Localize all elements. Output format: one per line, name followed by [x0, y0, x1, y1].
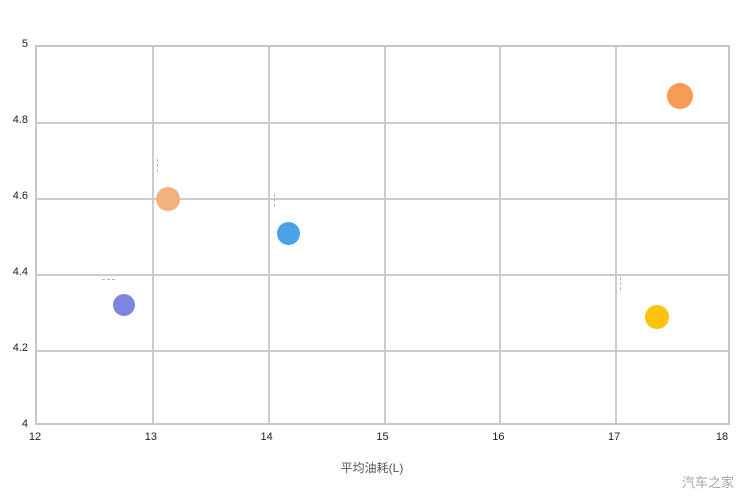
watermark-autohome: 汽车之家: [681, 475, 734, 490]
x-axis-tick-label: 14: [260, 431, 273, 443]
y-axis-tick-label: 4.2: [12, 342, 28, 354]
grid-line-vertical: [383, 47, 386, 423]
x-axis-tick-label: 16: [492, 431, 505, 443]
x-axis-tick-label: 15: [376, 431, 389, 443]
x-axis-tick-label: 13: [144, 431, 157, 443]
x-axis-tick-label: 12: [28, 431, 42, 443]
x-axis-title: 平均油耗(L): [340, 461, 404, 475]
x-axis-tick-label: 18: [715, 431, 729, 443]
scatter-point[interactable]: [155, 187, 180, 211]
scatter-point[interactable]: [276, 221, 300, 245]
grid-line-vertical: [499, 47, 502, 423]
y-axis-tick-label: 5: [21, 38, 28, 50]
y-axis-tick-label: 4: [21, 418, 28, 430]
scatter-point[interactable]: [666, 83, 693, 110]
y-axis-tick-label: 4.4: [12, 266, 28, 278]
point-label-mark: [274, 193, 276, 207]
y-axis-tick-label: 4.8: [12, 114, 28, 126]
grid-line-vertical: [615, 47, 618, 423]
x-axis-tick-label: 17: [608, 431, 621, 443]
grid-line-vertical: [267, 47, 270, 423]
grid-line-horizontal: [37, 350, 728, 352]
point-label-mark: [157, 159, 159, 173]
scatter-plot-area: [35, 45, 730, 425]
grid-line-vertical: [151, 47, 154, 423]
point-label-mark: [101, 278, 115, 280]
grid-line-horizontal: [37, 274, 728, 276]
scatter-point[interactable]: [644, 304, 669, 329]
scatter-point[interactable]: [112, 294, 135, 317]
point-label-mark: [619, 277, 621, 291]
y-axis-tick-label: 4.6: [12, 190, 28, 202]
grid-line-horizontal: [37, 198, 728, 200]
grid-line-horizontal: [37, 122, 728, 124]
